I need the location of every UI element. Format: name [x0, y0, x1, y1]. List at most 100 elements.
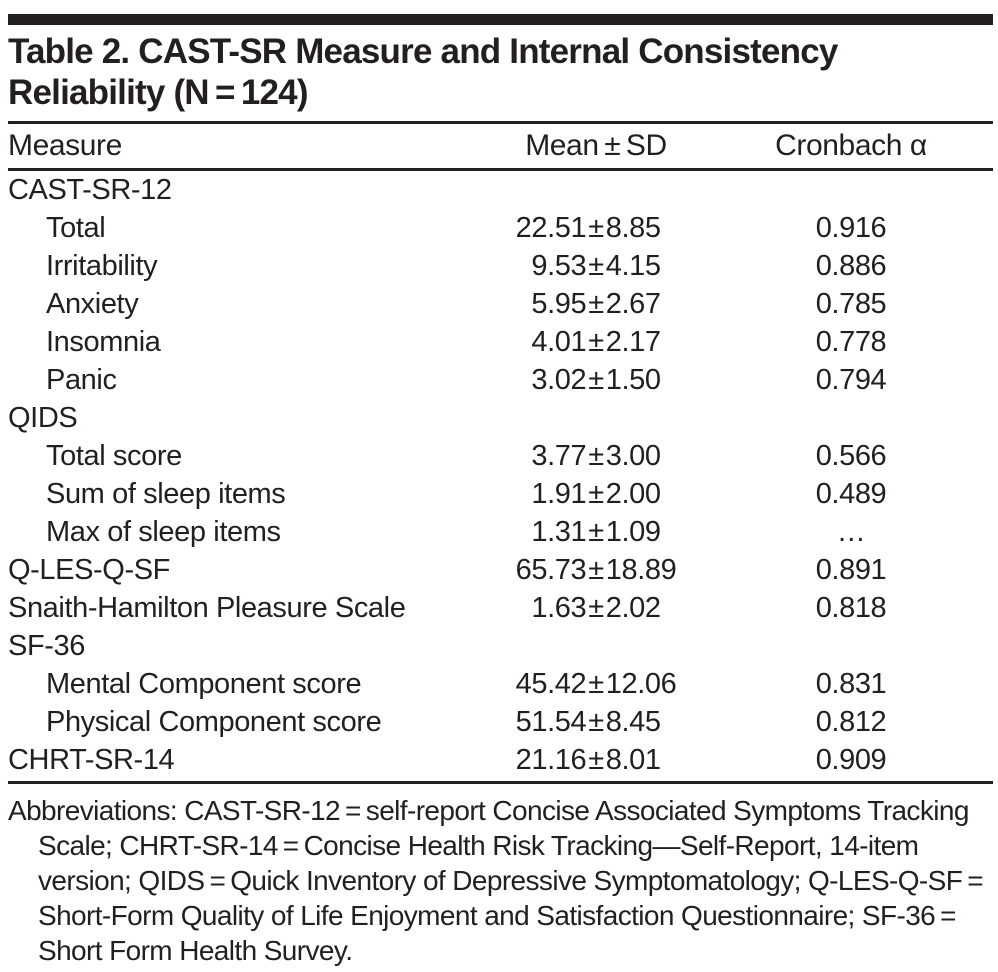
mean-value: 22.51 [515, 211, 587, 244]
mean-sd-cell: 1.91 ± 2.00 [446, 478, 746, 511]
table-title: Table 2. CAST-SR Measure and Internal Co… [8, 32, 838, 112]
table-row: Q-LES-Q-SF 65.73 ± 18.89 0.891 [0, 551, 998, 589]
plus-minus-symbol: ± [588, 477, 604, 510]
mean-sd-cell: 1.31 ± 1.09 [446, 516, 746, 549]
measure-label: SF-36 [8, 629, 85, 662]
cronbach-alpha-value: 0.489 [815, 477, 887, 510]
plus-minus-symbol: ± [588, 211, 604, 244]
mean-sd-cell: 9.53 ± 4.15 [446, 250, 746, 283]
table-row: Insomnia 4.01 ± 2.17 0.778 [0, 323, 998, 361]
abbreviations-footnote: Abbreviations: CAST-SR-12 = self-report … [8, 795, 989, 966]
sd-value: 2.67 [605, 287, 661, 320]
cronbach-alpha-value: 0.831 [815, 667, 887, 700]
mean-value: 51.54 [515, 705, 587, 738]
cronbach-alpha-value: 0.778 [815, 325, 887, 358]
rule-above-header [8, 121, 993, 124]
table-row: Total 22.51 ± 8.85 0.916 [0, 209, 998, 247]
rule-above-footnote [8, 781, 993, 784]
measure-label: Irritability [46, 249, 158, 282]
rule-below-header [8, 168, 993, 171]
table-row: Max of sleep items 1.31 ± 1.09 … [0, 513, 998, 551]
measure-label: Total score [46, 439, 182, 472]
mean-sd-cell: 3.77 ± 3.00 [446, 440, 746, 473]
mean-sd-cell: 65.73 ± 18.89 [446, 554, 746, 587]
mean-value: 1.63 [531, 591, 587, 624]
table-header-row: Measure Mean ± SD Cronbach α [0, 124, 998, 168]
cronbach-alpha-value: 0.818 [815, 591, 887, 624]
column-header-mean-sd: Mean ± SD [525, 129, 667, 162]
plus-minus-symbol: ± [588, 287, 604, 320]
mean-value: 21.16 [515, 743, 587, 776]
sd-value: 8.01 [605, 743, 661, 776]
measure-label: Panic [46, 363, 117, 396]
mean-value: 45.42 [515, 667, 587, 700]
sd-value: 4.15 [605, 249, 661, 282]
measure-label: Insomnia [46, 325, 161, 358]
plus-minus-symbol: ± [588, 439, 604, 472]
mean-value: 5.95 [531, 287, 587, 320]
cronbach-alpha-value: 0.891 [815, 553, 887, 586]
measure-label: Q-LES-Q-SF [8, 553, 170, 586]
cronbach-alpha-value: 0.812 [815, 705, 887, 738]
mean-sd-cell: 3.02 ± 1.50 [446, 364, 746, 397]
table-row: Mental Component score 45.42 ± 12.06 0.8… [0, 665, 998, 703]
sd-value: 3.00 [605, 439, 661, 472]
sd-value: 8.45 [605, 705, 661, 738]
plus-minus-symbol: ± [588, 591, 604, 624]
measure-label: Anxiety [46, 287, 139, 320]
measure-label: Mental Component score [46, 667, 362, 700]
column-header-measure: Measure [8, 129, 122, 162]
table-row: Anxiety 5.95 ± 2.67 0.785 [0, 285, 998, 323]
table-row: Sum of sleep items 1.91 ± 2.00 0.489 [0, 475, 998, 513]
column-header-cronbach-alpha: Cronbach α [775, 129, 927, 162]
mean-sd-cell: 21.16 ± 8.01 [446, 744, 746, 777]
cronbach-alpha-value: 0.794 [815, 363, 887, 396]
plus-minus-symbol: ± [588, 667, 604, 700]
mean-value: 1.31 [531, 515, 587, 548]
sd-value: 2.17 [605, 325, 661, 358]
footnote-gap [0, 968, 998, 972]
table-body: CAST-SR-12 Total 22.51 ± 8.85 0.916 Irri… [0, 171, 998, 779]
measure-label: CHRT-SR-14 [8, 743, 175, 776]
mean-sd-cell: 22.51 ± 8.85 [446, 212, 746, 245]
cronbach-alpha-value: 0.909 [815, 743, 887, 776]
cronbach-alpha-value: … [836, 515, 866, 548]
measure-label: Physical Component score [46, 705, 382, 738]
table-top-bar [8, 14, 993, 25]
plus-minus-symbol: ± [588, 363, 604, 396]
sd-value: 1.50 [605, 363, 661, 396]
table-row: CHRT-SR-14 21.16 ± 8.01 0.909 [0, 741, 998, 779]
mean-sd-cell: 51.54 ± 8.45 [446, 706, 746, 739]
sd-value: 2.02 [605, 591, 661, 624]
mean-sd-cell: 1.63 ± 2.02 [446, 592, 746, 625]
measure-label: Max of sleep items [46, 515, 281, 548]
plus-minus-symbol: ± [588, 249, 604, 282]
measure-label: CAST-SR-12 [8, 173, 172, 206]
table-row: Physical Component score 51.54 ± 8.45 0.… [0, 703, 998, 741]
mean-value: 3.02 [531, 363, 587, 396]
sd-value: 2.00 [605, 477, 661, 510]
mean-value: 3.77 [531, 439, 587, 472]
mean-sd-cell: 5.95 ± 2.67 [446, 288, 746, 321]
sd-value: 12.06 [605, 667, 677, 700]
mean-value: 65.73 [515, 553, 587, 586]
cronbach-alpha-value: 0.566 [815, 439, 887, 472]
mean-sd-cell: 45.42 ± 12.06 [446, 668, 746, 701]
table-row: CAST-SR-12 [0, 171, 998, 209]
table-row: Total score 3.77 ± 3.00 0.566 [0, 437, 998, 475]
plus-minus-symbol: ± [588, 325, 604, 358]
mean-value: 1.91 [531, 477, 587, 510]
mean-value: 4.01 [531, 325, 587, 358]
table-row: Irritability 9.53 ± 4.15 0.886 [0, 247, 998, 285]
measure-label: QIDS [8, 401, 78, 434]
plus-minus-symbol: ± [588, 705, 604, 738]
mean-sd-cell: 4.01 ± 2.17 [446, 326, 746, 359]
sd-value: 8.85 [605, 211, 661, 244]
plus-minus-symbol: ± [588, 743, 604, 776]
sd-value: 18.89 [605, 553, 677, 586]
table-row: QIDS [0, 399, 998, 437]
plus-minus-symbol: ± [588, 515, 604, 548]
plus-minus-symbol: ± [588, 553, 604, 586]
mean-value: 9.53 [531, 249, 587, 282]
